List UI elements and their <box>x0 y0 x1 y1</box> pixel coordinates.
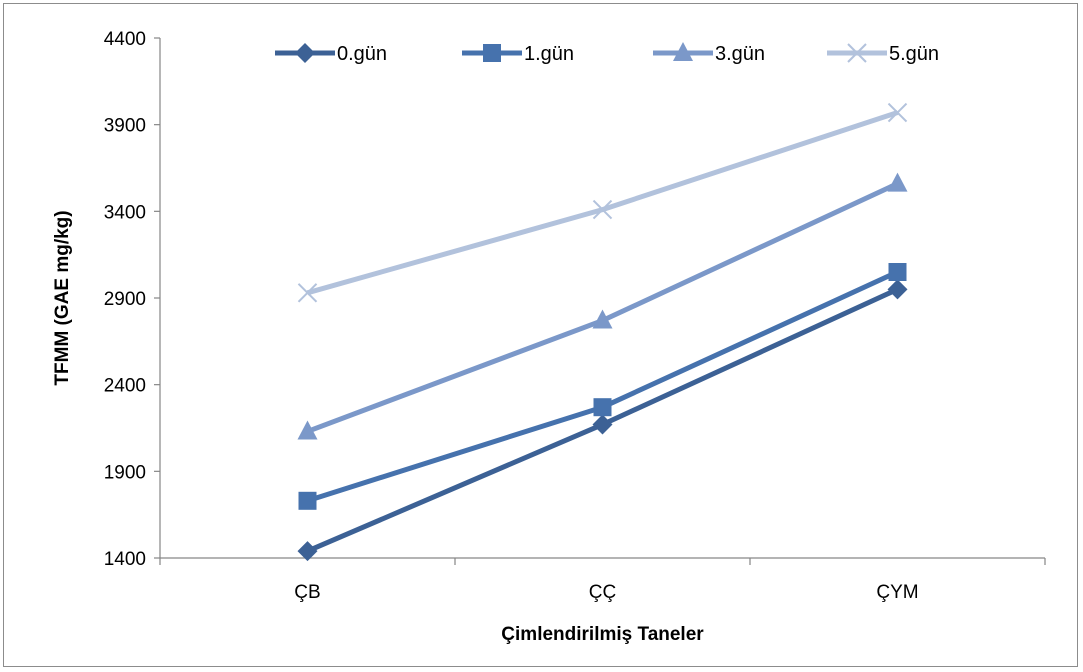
legend-item: 3.gün <box>653 42 765 65</box>
data-point <box>297 541 318 562</box>
data-point <box>592 199 613 220</box>
legend-label: 5.gün <box>889 43 939 65</box>
data-point <box>297 283 318 303</box>
x-tick-label: ÇB <box>294 582 320 603</box>
y-tick-label: 4400 <box>104 29 146 50</box>
axes: 1400 1900 2400 2900 3400 3900 4400 ÇB ÇÇ ÇYM <box>104 29 1046 603</box>
legend-item: 5.gün <box>827 43 939 65</box>
y-tick-label: 3900 <box>104 116 146 137</box>
triangle-marker-shape <box>297 420 318 440</box>
data-point <box>593 398 612 417</box>
series-line <box>306 181 899 434</box>
legend-label: 0.gün <box>337 43 387 65</box>
x-marker-stroke <box>297 283 318 303</box>
series-3 <box>297 102 908 303</box>
x-marker-stroke <box>847 43 867 63</box>
y-tick-label: 2400 <box>104 376 146 397</box>
triangle-marker-shape <box>887 172 908 192</box>
square-marker-shape <box>483 44 501 62</box>
y-tick-label: 3400 <box>104 202 146 223</box>
series-1 <box>298 263 907 510</box>
plot-series <box>297 102 908 562</box>
diamond-marker-shape <box>592 414 613 435</box>
diamond-marker-shape <box>887 279 908 300</box>
legend-marker <box>673 42 693 61</box>
legend-marker <box>847 43 867 63</box>
legend-label: 3.gün <box>715 43 765 65</box>
triangle-marker-shape <box>592 309 613 329</box>
diamond-marker-shape <box>297 541 318 562</box>
data-point <box>887 172 908 192</box>
y-tick-label: 1900 <box>104 462 146 483</box>
legend-item: 0.gün <box>275 43 387 65</box>
data-point <box>592 414 613 435</box>
data-point <box>592 309 613 329</box>
legend-item: 1.gün <box>462 43 574 65</box>
square-marker-shape <box>888 263 907 281</box>
triangle-marker-shape <box>673 42 693 61</box>
y-tick-label: 2900 <box>104 289 146 310</box>
data-point <box>887 279 908 300</box>
square-marker-shape <box>593 398 612 417</box>
square-marker-shape <box>298 491 317 510</box>
data-point <box>297 420 318 440</box>
series-line <box>306 110 899 296</box>
legend-marker <box>483 44 501 62</box>
y-tick-label: 1400 <box>104 549 146 570</box>
x-tick-label: ÇÇ <box>589 582 616 603</box>
legend-marker <box>295 43 315 63</box>
series-0 <box>297 279 908 562</box>
diamond-marker-shape <box>295 43 315 63</box>
series-line <box>306 269 899 504</box>
data-point <box>888 263 907 281</box>
legend: 0.gün 1.gün 3.gün 5.gün <box>275 42 939 65</box>
x-marker-stroke <box>592 199 613 220</box>
y-axis-title: TFMM (GAE mg/kg) <box>52 210 73 385</box>
data-point <box>298 491 317 510</box>
series-2 <box>297 172 908 440</box>
legend-label: 1.gün <box>524 43 574 65</box>
x-tick-label: ÇYM <box>876 582 918 603</box>
x-marker-stroke <box>887 102 908 123</box>
x-axis-title: Çimlendirilmiş Taneler <box>501 624 704 645</box>
data-point <box>887 102 908 123</box>
